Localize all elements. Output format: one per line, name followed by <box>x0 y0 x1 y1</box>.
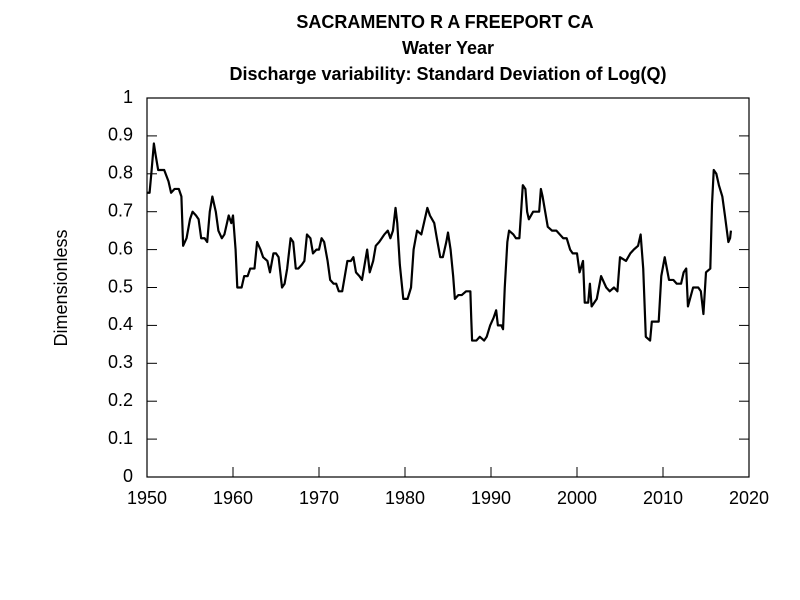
y-axis-label: Dimensionless <box>51 229 71 346</box>
y-tick-label: 0 <box>123 466 133 486</box>
x-tick-label: 2010 <box>643 488 683 508</box>
y-tick-label: 0.8 <box>108 163 133 183</box>
x-tick-label: 2000 <box>557 488 597 508</box>
y-tick-label: 0.3 <box>108 352 133 372</box>
data-line <box>147 142 733 342</box>
x-tick-label: 1950 <box>127 488 167 508</box>
chart-description: Discharge variability: Standard Deviatio… <box>229 64 666 84</box>
y-tick-label: 0.2 <box>108 390 133 410</box>
y-tick-label: 0.5 <box>108 276 133 296</box>
x-tick-label: 1970 <box>299 488 339 508</box>
y-tick-label: 0.7 <box>108 200 133 220</box>
chart-title: SACRAMENTO R A FREEPORT CA <box>296 12 593 32</box>
y-tick-label: 0.1 <box>108 428 133 448</box>
y-tick-label: 0.6 <box>108 238 133 258</box>
chart-subtitle: Water Year <box>402 38 494 58</box>
y-tick-label: 0.4 <box>108 314 133 334</box>
x-tick-label: 1960 <box>213 488 253 508</box>
x-tick-label: 1980 <box>385 488 425 508</box>
x-tick-label: 1990 <box>471 488 511 508</box>
x-tick-label: 2020 <box>729 488 769 508</box>
y-tick-label: 1 <box>123 87 133 107</box>
y-tick-label: 0.9 <box>108 125 133 145</box>
